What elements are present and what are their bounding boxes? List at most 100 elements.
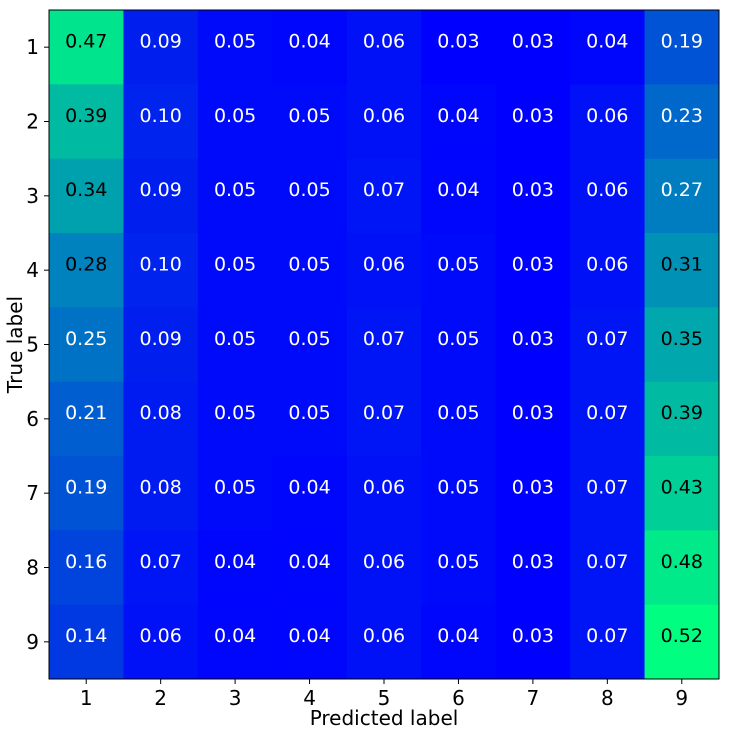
heatmap-cell: [123, 307, 199, 383]
heatmap-cell-label: 0.06: [586, 179, 628, 201]
heatmap-cell: [346, 84, 422, 160]
heatmap-cell: [644, 10, 720, 85]
heatmap-cell: [197, 381, 273, 457]
heatmap-cell: [570, 604, 646, 680]
y-tick-label: 5: [26, 333, 39, 357]
heatmap-cell-label: 0.03: [512, 402, 554, 424]
heatmap-cells: [49, 10, 720, 680]
heatmap-cell: [495, 84, 571, 160]
heatmap-cell-label: 0.03: [512, 30, 554, 52]
heatmap-cell: [49, 158, 124, 234]
heatmap-cell-label: 0.07: [586, 328, 628, 350]
heatmap-cell-label: 0.27: [661, 179, 703, 201]
heatmap-cell-label: 0.39: [661, 402, 703, 424]
heatmap-cell: [570, 158, 646, 234]
heatmap-cell: [49, 307, 124, 383]
heatmap-cell: [123, 10, 199, 85]
heatmap-cell: [570, 233, 646, 308]
y-tick-label: 4: [26, 258, 39, 282]
heatmap-cell: [495, 307, 571, 383]
heatmap-cell-label: 0.09: [140, 328, 182, 350]
heatmap-cell-label: 0.07: [363, 402, 405, 424]
heatmap-cell: [644, 158, 720, 234]
heatmap-cell-label: 0.06: [363, 105, 405, 127]
heatmap-cell: [272, 381, 348, 457]
heatmap-cell: [421, 456, 497, 531]
heatmap-cell-label: 0.16: [65, 551, 107, 573]
x-tick-label: 4: [303, 686, 316, 710]
heatmap-cell-label: 0.05: [437, 476, 479, 498]
heatmap-cell: [272, 233, 348, 308]
heatmap-cell: [49, 456, 124, 531]
heatmap-cell-label: 0.05: [214, 402, 256, 424]
x-tick-label: 3: [229, 686, 242, 710]
heatmap-cell-label: 0.05: [214, 253, 256, 275]
heatmap-cell: [346, 233, 422, 308]
heatmap-cell: [421, 84, 497, 160]
heatmap-cell: [49, 10, 124, 85]
heatmap-cell: [495, 530, 571, 606]
heatmap-cell-label: 0.05: [288, 402, 330, 424]
heatmap-cell: [421, 158, 497, 234]
x-tick-label: 2: [154, 686, 167, 710]
heatmap-cell-label: 0.07: [363, 328, 405, 350]
heatmap-cell: [346, 158, 422, 234]
heatmap-cell-label: 0.05: [288, 105, 330, 127]
heatmap-cell-label: 0.05: [288, 253, 330, 275]
heatmap-cell: [123, 84, 199, 160]
heatmap-cell: [346, 456, 422, 531]
heatmap-cell-label: 0.06: [586, 105, 628, 127]
y-axis-label: True label: [3, 296, 27, 394]
heatmap-cell-labels: 0.47 0.09 0.05 0.04 0.06 0.03 0.03 0.04 0.19 0.39…: [65, 30, 703, 647]
heatmap-cell: [495, 456, 571, 531]
heatmap-cell-label: 0.39: [65, 105, 107, 127]
heatmap-cell: [570, 10, 646, 85]
heatmap-cell-label: 0.04: [437, 625, 479, 647]
heatmap-cell: [495, 158, 571, 234]
heatmap-cell-label: 0.05: [214, 179, 256, 201]
x-tick-label: 9: [675, 686, 688, 710]
heatmap-cell: [421, 530, 497, 606]
heatmap-cell-label: 0.06: [363, 476, 405, 498]
heatmap-cell-label: 0.03: [512, 476, 554, 498]
heatmap-cell-label: 0.52: [661, 625, 703, 647]
heatmap-cell-label: 0.14: [65, 625, 107, 647]
heatmap-cell-label: 0.08: [140, 402, 182, 424]
heatmap-cell-label: 0.34: [65, 179, 107, 201]
heatmap-cell-label: 0.25: [65, 328, 107, 350]
heatmap-cell: [123, 530, 199, 606]
heatmap-cell-label: 0.07: [586, 625, 628, 647]
y-tick-label: 9: [26, 630, 39, 654]
heatmap-cell: [123, 456, 199, 531]
heatmap-cell-label: 0.05: [214, 476, 256, 498]
heatmap-cell: [346, 604, 422, 680]
heatmap-cell-label: 0.21: [65, 402, 107, 424]
heatmap-cell: [644, 456, 720, 531]
heatmap-cell-label: 0.03: [512, 253, 554, 275]
x-tick-label: 8: [601, 686, 614, 710]
heatmap-cell: [123, 604, 199, 680]
x-tick-label: 5: [378, 686, 391, 710]
x-tick-label: 1: [80, 686, 93, 710]
heatmap-cell: [644, 530, 720, 606]
heatmap-cell-label: 0.04: [214, 551, 256, 573]
heatmap-cell: [49, 604, 124, 680]
heatmap-cell-label: 0.06: [363, 30, 405, 52]
heatmap-cell: [346, 307, 422, 383]
y-tick-label: 8: [26, 556, 39, 580]
heatmap-cell: [346, 10, 422, 85]
heatmap-cell: [421, 381, 497, 457]
heatmap-cell: [644, 604, 720, 680]
x-axis-label: Predicted label: [310, 706, 459, 730]
heatmap-cell-label: 0.31: [661, 253, 703, 275]
heatmap-cell: [644, 84, 720, 160]
heatmap-cell: [570, 381, 646, 457]
heatmap-cell-label: 0.08: [140, 476, 182, 498]
heatmap-cell: [197, 604, 273, 680]
heatmap-cell: [197, 158, 273, 234]
heatmap-cell-label: 0.47: [65, 30, 107, 52]
heatmap-cell: [272, 158, 348, 234]
heatmap-cell: [644, 307, 720, 383]
heatmap-cell-label: 0.06: [363, 625, 405, 647]
